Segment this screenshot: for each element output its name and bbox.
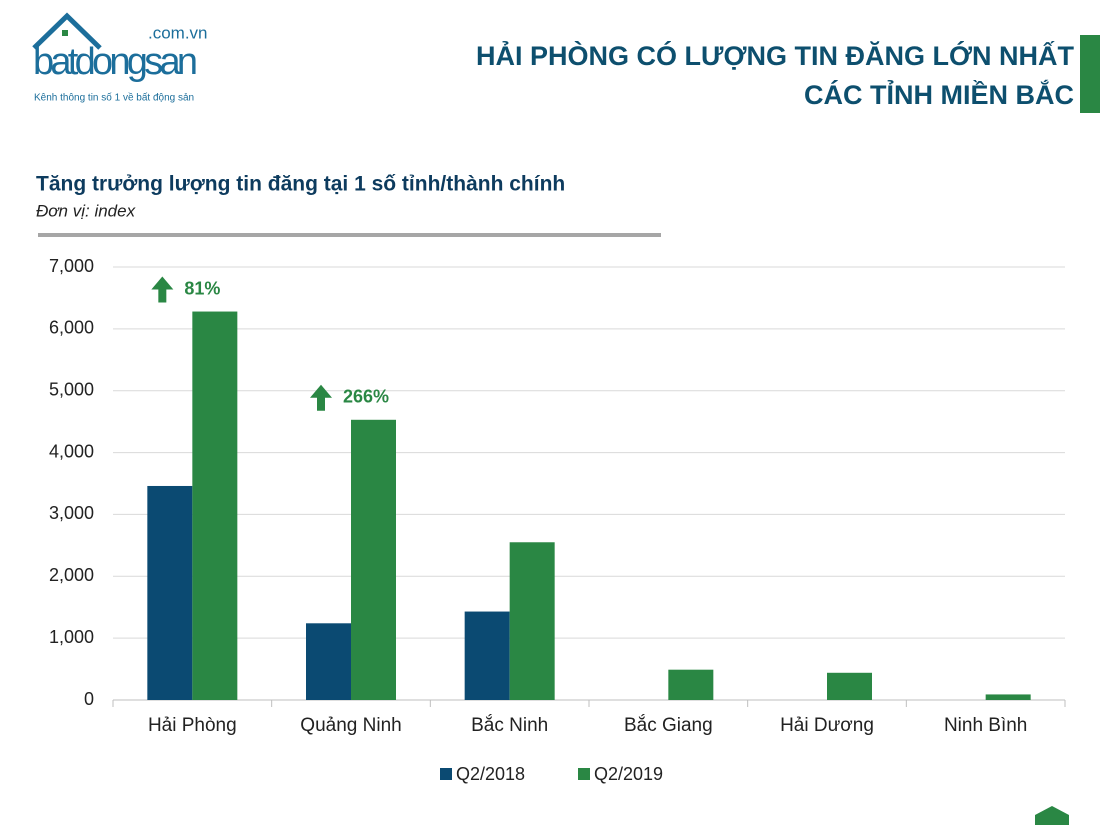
y-tick-label: 7,000 — [49, 256, 94, 276]
bar — [509, 542, 555, 700]
x-tick-label: Ninh Bình — [944, 715, 1027, 736]
bar — [827, 672, 872, 700]
annotation: 81% — [184, 278, 220, 298]
legend-swatch — [578, 768, 590, 780]
y-tick-label: 0 — [84, 689, 94, 709]
logo-roof — [32, 12, 102, 50]
y-tick-label: 3,000 — [49, 503, 94, 523]
logo: batdongsan .com.vn Kênh thông tin số 1 v… — [32, 12, 208, 104]
x-tick-label: Quảng Ninh — [300, 715, 401, 736]
bar — [985, 694, 1031, 700]
bar — [668, 669, 714, 700]
y-tick-label: 4,000 — [49, 441, 94, 461]
logo-tagline: Kênh thông tin số 1 về bất động sản — [34, 92, 194, 104]
logo-window — [62, 30, 68, 36]
x-tick-label: Bắc Ninh — [471, 714, 548, 736]
bar — [147, 485, 193, 700]
legend-label: Q2/2019 — [594, 764, 663, 784]
bar — [192, 311, 238, 700]
slide-title: CÁC TỈNH MIỀN BẮC — [804, 78, 1074, 110]
y-tick-label: 5,000 — [49, 379, 94, 399]
legend-swatch — [440, 768, 452, 780]
logo-domain: .com.vn — [148, 23, 208, 42]
chart-title: Tăng trưởng lượng tin đăng tại 1 số tỉnh… — [36, 173, 565, 196]
bar — [306, 623, 351, 700]
title-rule — [38, 233, 661, 237]
y-tick-label: 1,000 — [49, 627, 94, 647]
legend-label: Q2/2018 — [456, 764, 525, 784]
annotation: 266% — [343, 387, 389, 407]
up-arrow — [151, 276, 174, 303]
chart-subtitle: Đơn vị: index — [36, 201, 136, 220]
x-tick-label: Hải Dương — [780, 715, 874, 736]
up-arrow — [310, 384, 332, 411]
logo-name: batdongsan — [33, 41, 198, 83]
corner-icon — [1035, 806, 1069, 825]
slide-title: HẢI PHÒNG CÓ LƯỢNG TIN ĐĂNG LỚN NHẤT — [476, 39, 1074, 71]
bar — [351, 419, 396, 700]
x-tick-label: Bắc Giang — [624, 714, 713, 736]
bar — [464, 611, 510, 700]
accent-bar — [1080, 35, 1100, 113]
y-tick-label: 2,000 — [49, 565, 94, 585]
y-tick-label: 6,000 — [49, 318, 94, 338]
x-tick-label: Hải Phòng — [148, 715, 237, 736]
